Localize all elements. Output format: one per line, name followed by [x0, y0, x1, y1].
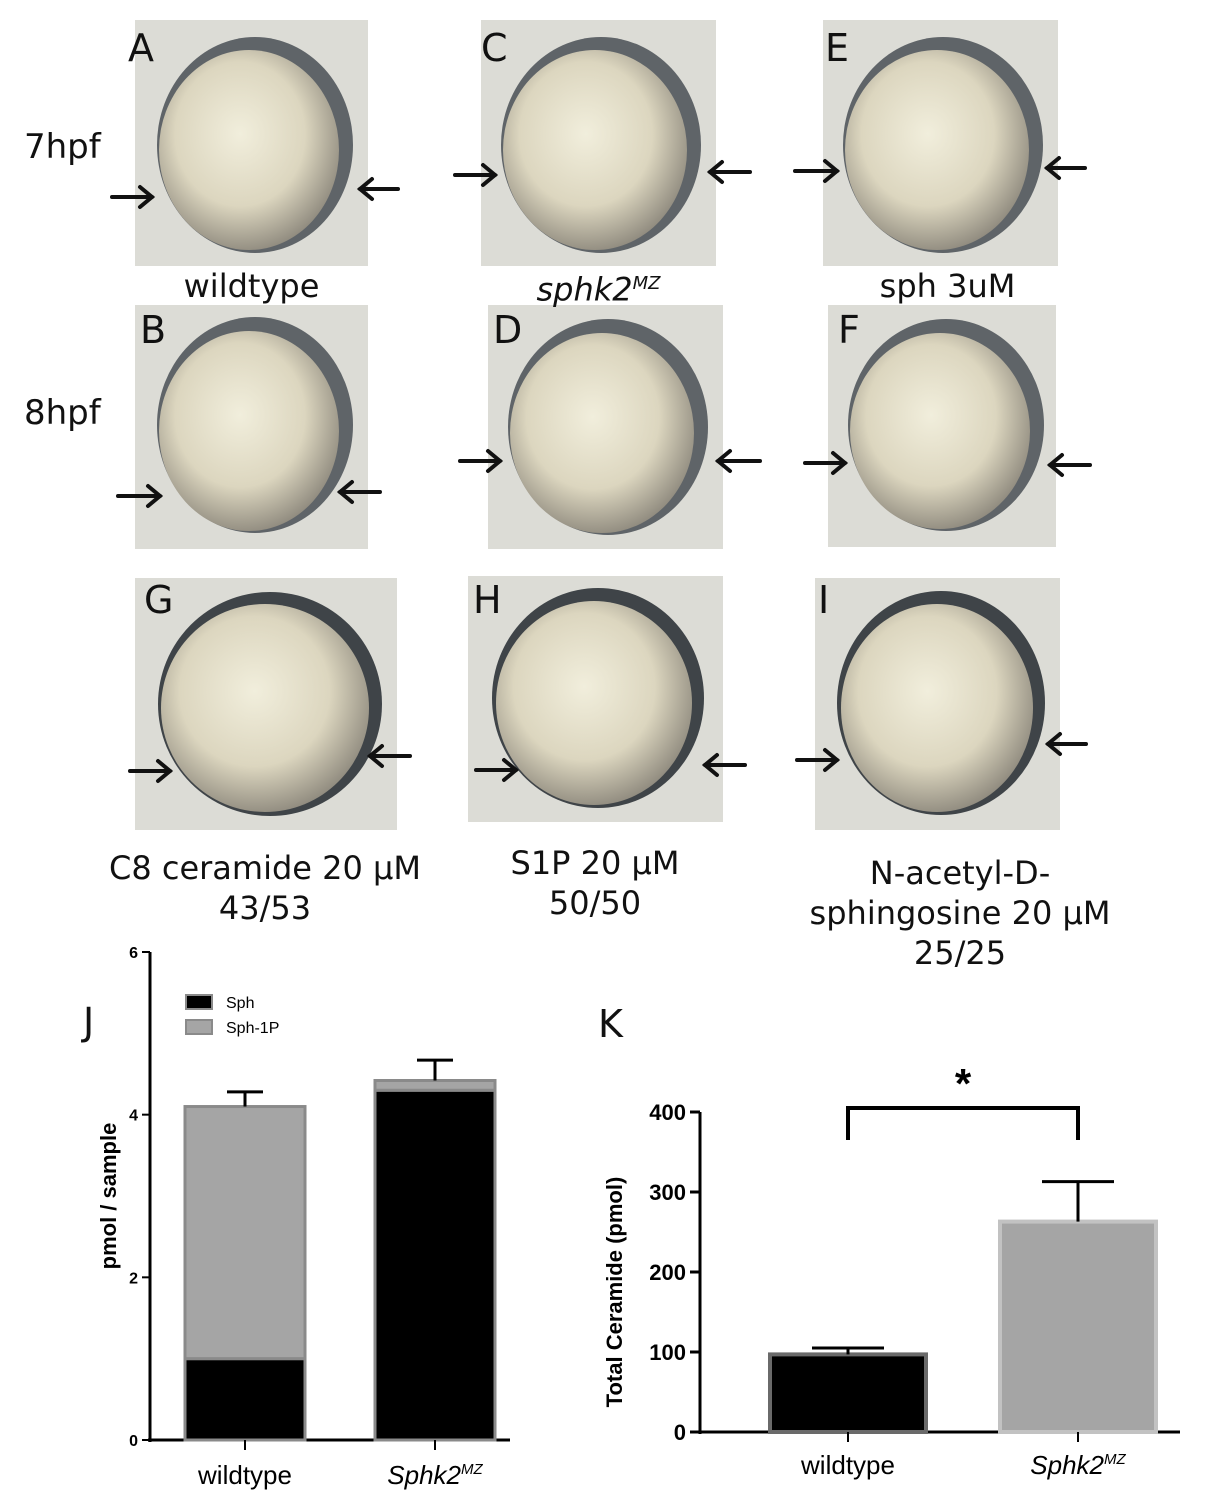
- caption-c8-ceramide: C8 ceramide 20 µM 43/53: [95, 848, 435, 928]
- panel-letter-e: E: [825, 26, 850, 70]
- embryo-panel-e: [823, 20, 1058, 266]
- y-tick-label-k: 200: [649, 1260, 686, 1285]
- x-tick-label-k: wildtype: [800, 1450, 895, 1480]
- panel-letter-f: F: [838, 308, 860, 352]
- panel-letter-a: A: [128, 26, 154, 70]
- y-axis-label-k: Total Ceramide (pmol): [602, 1177, 627, 1408]
- embryo-image-d: [508, 319, 708, 535]
- embryo-image-c: [501, 37, 701, 253]
- margin-arrow-left-a: [356, 177, 400, 201]
- caption-s1p-line2: 50/50: [548, 884, 642, 922]
- margin-arrow-left-i: [1044, 732, 1088, 756]
- x-tick-label-j: Sphk2MZ: [387, 1460, 483, 1490]
- caption-nac-line1: N-acetyl-D-: [869, 854, 1051, 892]
- y-tick-label-k: 400: [649, 1100, 686, 1125]
- margin-arrow-left-g: [366, 744, 412, 768]
- embryo-panel-a: [135, 20, 368, 266]
- embryo-panel-f: [828, 305, 1056, 547]
- panel-letter-d: D: [493, 308, 523, 352]
- margin-arrow-right-i: [795, 748, 841, 772]
- embryo-image-h: [492, 588, 704, 808]
- margin-arrow-left-c: [706, 160, 752, 184]
- panel-letter-j: J: [83, 1000, 95, 1044]
- caption-sphk2-mz: sphk2MZ: [481, 264, 716, 310]
- embryo-image-f: [848, 319, 1044, 531]
- margin-arrow-left-b: [336, 480, 382, 504]
- margin-arrow-left-h: [701, 753, 747, 777]
- panel-letter-c: C: [481, 26, 508, 70]
- embryo-panel-b: [135, 305, 368, 549]
- embryo-image-e: [843, 37, 1043, 253]
- caption-sphk2-sup: MZ: [632, 273, 661, 294]
- caption-c8-line1: C8 ceramide 20 µM: [108, 849, 421, 887]
- legend-swatch-j: [185, 994, 213, 1010]
- y-tick-label-j: 4: [129, 1108, 138, 1125]
- bar-k-1: [998, 1219, 1158, 1434]
- caption-sph: sph 3uM: [879, 267, 1016, 305]
- bar-k-0: [768, 1352, 928, 1435]
- y-tick-label-k: 300: [649, 1180, 686, 1205]
- panel-letter-h: H: [473, 578, 502, 622]
- significance-bracket-k: [846, 1106, 1080, 1140]
- panel-letter-b: B: [140, 308, 167, 352]
- embryo-panel-i: [815, 578, 1060, 830]
- margin-arrow-right-b: [116, 484, 164, 508]
- margin-arrow-left-e: [1043, 156, 1087, 180]
- y-axis-label-j: pmol / sample: [96, 1123, 121, 1270]
- caption-nac-line3: 25/25: [913, 934, 1007, 972]
- embryo-panel-c: [481, 20, 716, 266]
- margin-arrow-right-c: [453, 163, 499, 187]
- caption-sphk2-base: sphk2: [536, 270, 633, 309]
- y-tick-label-j: 2: [129, 1270, 138, 1287]
- caption-n-acetyl: N-acetyl-D- sphingosine 20 µM 25/25: [805, 853, 1115, 973]
- embryo-panel-d: [488, 305, 723, 549]
- row-label-7hpf: 7hpf: [24, 127, 101, 167]
- embryo-image-i: [837, 591, 1045, 815]
- margin-arrow-left-f: [1046, 453, 1092, 477]
- margin-arrow-right-d: [458, 449, 504, 473]
- embryo-arrows-layer: [110, 156, 1092, 783]
- margin-arrow-left-d: [714, 449, 762, 473]
- legend-label-j: Sph-1P: [226, 1020, 279, 1037]
- legend-label-j: Sph: [226, 995, 254, 1012]
- margin-arrow-right-h: [474, 758, 520, 782]
- caption-nac-line2: sphingosine 20 µM: [809, 894, 1111, 932]
- margin-arrow-right-f: [803, 451, 849, 475]
- embryo-panel-g: [135, 578, 397, 830]
- row-label-8hpf: 8hpf: [24, 393, 101, 433]
- panel-letter-g: G: [144, 578, 174, 622]
- caption-c8-line2: 43/53: [218, 889, 312, 927]
- bar-j-sph-0: [183, 1357, 307, 1442]
- caption-s1p: S1P 20 µM 50/50: [455, 843, 735, 923]
- x-tick-label-k: Sphk2MZ: [1030, 1450, 1126, 1480]
- caption-wildtype: wildtype: [183, 267, 320, 305]
- legend-swatch-j: [185, 1019, 213, 1035]
- x-tick-label-j: wildtype: [197, 1460, 292, 1490]
- panel-letter-i: I: [818, 578, 830, 622]
- margin-arrow-right-e: [793, 159, 841, 183]
- embryo-image-b: [157, 317, 353, 533]
- embryo-image-g: [158, 592, 382, 816]
- margin-arrow-right-a: [110, 185, 156, 209]
- y-tick-label-k: 100: [649, 1340, 686, 1365]
- margin-arrow-right-g: [128, 759, 174, 783]
- panel-letter-k: K: [598, 1002, 623, 1046]
- y-tick-label-j: 0: [129, 1433, 138, 1450]
- significance-star-k: *: [955, 1060, 972, 1107]
- embryo-image-a: [157, 37, 353, 253]
- y-tick-label-k: 0: [674, 1420, 686, 1445]
- y-tick-label-j: 6: [129, 945, 138, 962]
- embryo-panel-h: [468, 576, 723, 822]
- caption-s1p-line1: S1P 20 µM: [510, 844, 680, 882]
- bar-j-sph-1: [373, 1088, 497, 1442]
